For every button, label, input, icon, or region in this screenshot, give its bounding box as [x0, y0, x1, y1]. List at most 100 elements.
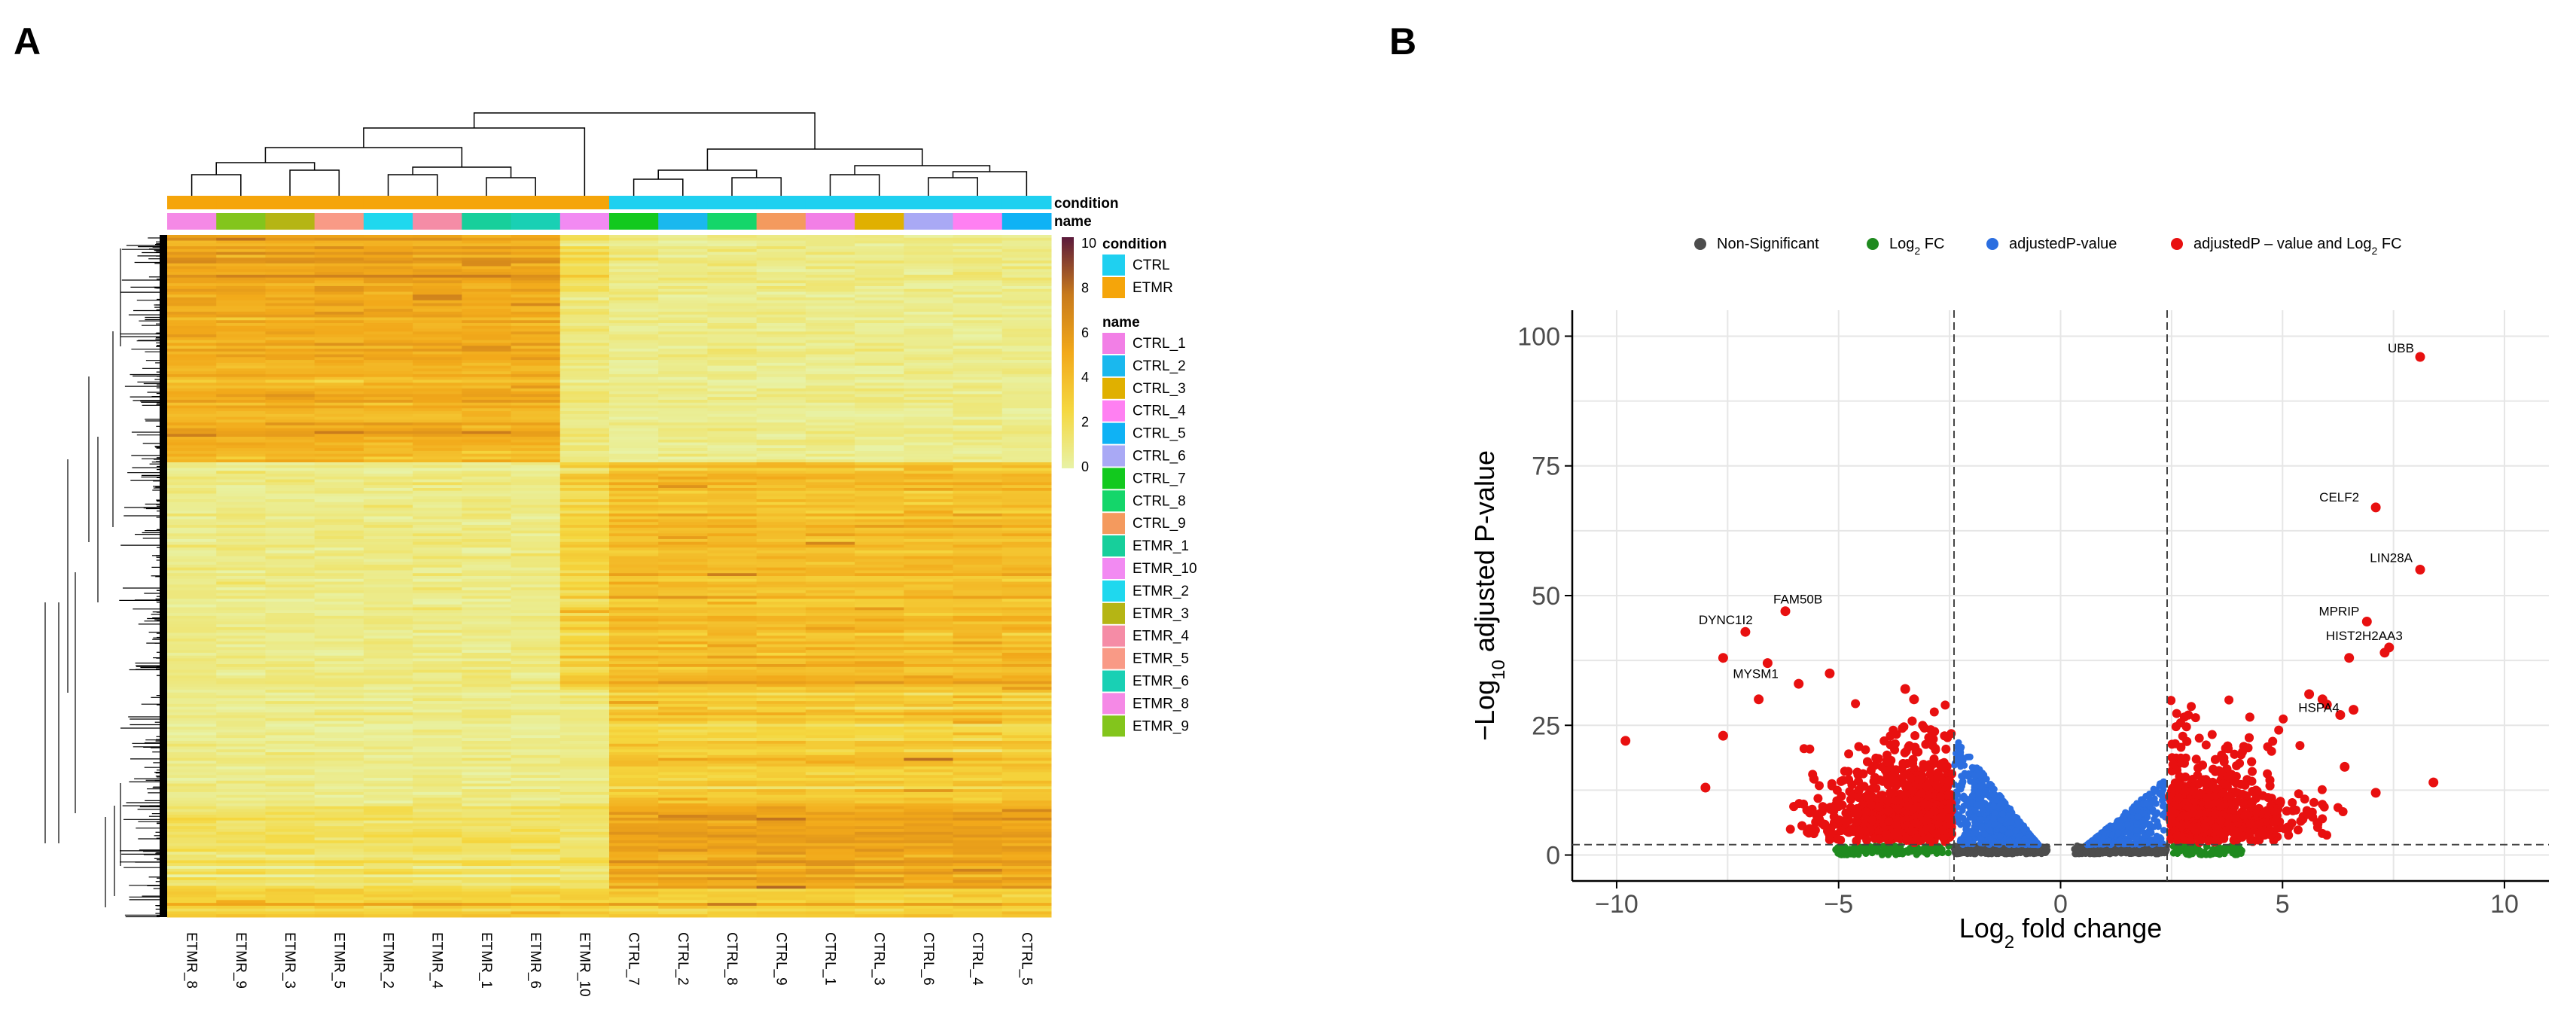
- heatmap-cell: [559, 482, 610, 486]
- heatmap-cell: [855, 320, 904, 324]
- heatmap-cell: [953, 337, 1003, 341]
- heatmap-cell: [805, 690, 855, 693]
- heatmap-cell: [413, 269, 462, 273]
- heatmap-cell: [756, 559, 806, 562]
- heatmap-cell: [363, 360, 413, 364]
- heatmap-cell: [216, 525, 266, 529]
- heatmap-cell: [265, 718, 316, 722]
- heatmap-cell: [953, 743, 1003, 748]
- heatmap-cell: [216, 297, 266, 301]
- heatmap-cell: [953, 459, 1003, 463]
- heatmap-cell: [953, 291, 1003, 295]
- heatmap-cell: [413, 280, 462, 284]
- heatmap-cell: [1001, 294, 1052, 298]
- heatmap-cell: [216, 908, 266, 912]
- heatmap-cell: [658, 658, 708, 662]
- heatmap-cell: [609, 465, 659, 469]
- heatmap-cell: [265, 428, 316, 431]
- heatmap-cell: [462, 274, 512, 279]
- heatmap-cell: [265, 837, 316, 841]
- heatmap-cell: [609, 402, 659, 407]
- heatmap-cell: [363, 434, 413, 437]
- heatmap-cell: [1001, 306, 1052, 309]
- heatmap-cell: [1001, 408, 1052, 412]
- heatmap-cell: [756, 519, 806, 523]
- heatmap-cell: [511, 709, 561, 713]
- heatmap-cell: [707, 800, 758, 804]
- heatmap-cell: [1001, 820, 1052, 824]
- heatmap-cell: [462, 892, 512, 895]
- heatmap-cell: [363, 300, 413, 304]
- heatmap-cell: [167, 593, 217, 596]
- heatmap-cell: [216, 724, 266, 727]
- heatmap-cell: [363, 857, 413, 861]
- heatmap-cell: [462, 843, 512, 847]
- heatmap-cell: [363, 482, 413, 486]
- heatmap-cell: [904, 280, 954, 284]
- heatmap-cell: [265, 442, 316, 446]
- heatmap-cell: [953, 766, 1003, 770]
- heatmap-cell: [805, 349, 855, 352]
- heatmap-cell: [413, 684, 462, 687]
- heatmap-cell: [363, 687, 413, 690]
- heatmap-cell: [216, 570, 266, 574]
- heatmap-cell: [413, 636, 462, 639]
- heatmap-cell: [855, 386, 904, 389]
- heatmap-cell: [1001, 797, 1052, 801]
- heatmap-cell: [511, 718, 561, 722]
- heatmap-cell: [756, 269, 806, 273]
- heatmap-cell: [1001, 817, 1052, 821]
- heatmap-cell: [216, 764, 266, 767]
- heatmap-cell: [953, 664, 1003, 668]
- heatmap-cell: [707, 618, 758, 622]
- heatmap-cell: [511, 360, 561, 364]
- heatmap-cell: [314, 434, 364, 437]
- heatmap-cell: [609, 570, 659, 574]
- heatmap-cell: [609, 362, 659, 367]
- heatmap-cell: [559, 892, 610, 895]
- heatmap-cell: [805, 343, 855, 346]
- heatmap-cell: [756, 721, 806, 724]
- heatmap-cell: [314, 550, 364, 554]
- heatmap-cell: [462, 536, 512, 540]
- heatmap-cell: [265, 269, 316, 273]
- heatmap-cell: [265, 485, 316, 489]
- heatmap-cell: [609, 541, 659, 545]
- heatmap-cell: [413, 889, 462, 892]
- heatmap-cell: [559, 610, 610, 614]
- column-dendrogram-link: [854, 165, 991, 175]
- heatmap-cell: [855, 738, 904, 742]
- heatmap-cell: [904, 288, 954, 293]
- heatmap-cell: [413, 590, 462, 594]
- heatmap-cell: [314, 803, 364, 807]
- heatmap-cell: [265, 778, 316, 782]
- heatmap-cell: [953, 263, 1003, 267]
- heatmap-cell: [265, 493, 316, 497]
- heatmap-cell: [1001, 386, 1052, 389]
- heatmap-cell: [167, 752, 217, 756]
- heatmap-cell: [756, 399, 806, 404]
- heatmap-cell: [953, 877, 1003, 881]
- heatmap-cell: [1001, 243, 1052, 247]
- heatmap-cell: [855, 885, 904, 889]
- heatmap-cell: [511, 900, 561, 904]
- heatmap-cell: [265, 383, 316, 386]
- heatmap-cell: [904, 735, 954, 739]
- heatmap-cell: [1001, 593, 1052, 596]
- heatmap-cell: [805, 584, 855, 588]
- heatmap-cell: [413, 516, 462, 520]
- heatmap-cell: [559, 459, 610, 463]
- heatmap-cell: [855, 666, 904, 671]
- heatmap-cell: [904, 897, 954, 901]
- heatmap-cell: [265, 687, 316, 690]
- heatmap-cell: [363, 248, 413, 253]
- heatmap-cell: [756, 439, 806, 443]
- heatmap-cell: [658, 607, 708, 611]
- heatmap-cell: [855, 334, 904, 338]
- heatmap-cell: [363, 283, 413, 287]
- colorbar: [1062, 237, 1074, 468]
- heatmap-cell: [609, 263, 659, 267]
- heatmap-cell: [559, 553, 610, 557]
- heatmap-cell: [216, 357, 266, 361]
- heatmap-cell: [953, 411, 1003, 415]
